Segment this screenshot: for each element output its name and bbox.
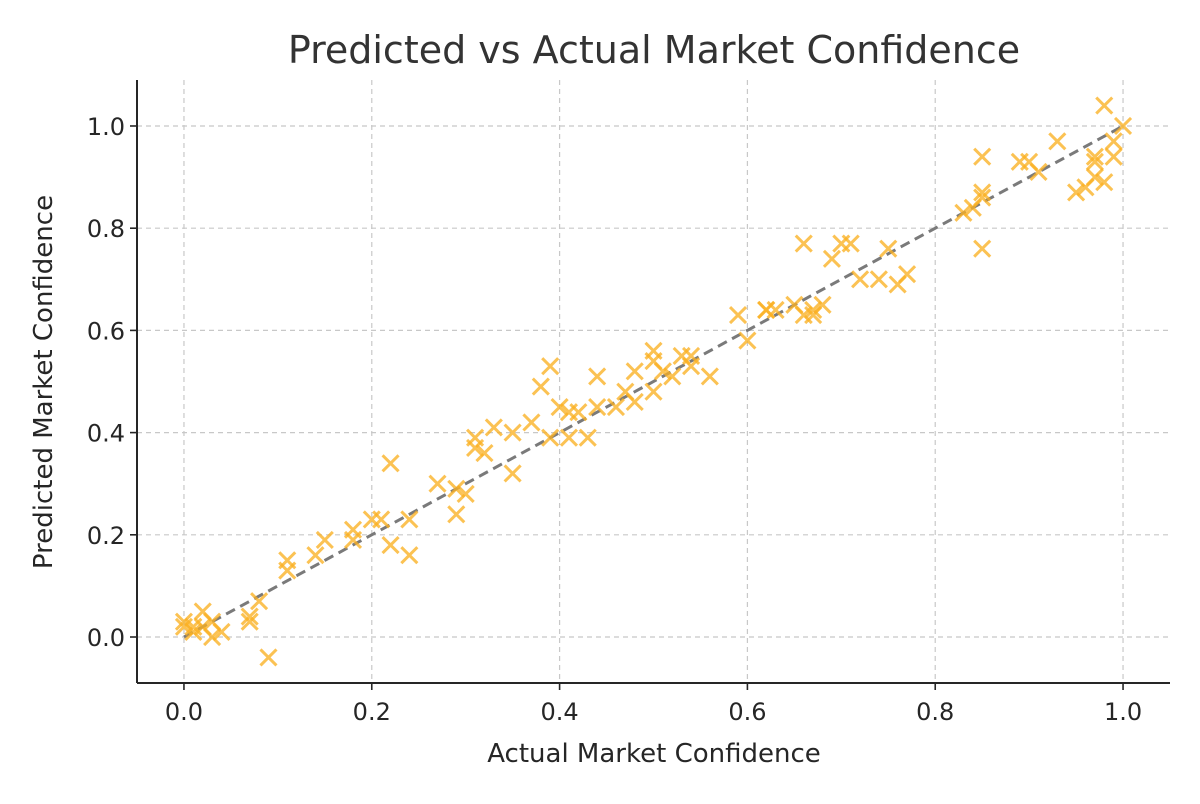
data-point-25: [428, 474, 447, 493]
data-point-39: [550, 397, 569, 417]
y-axis-label: Predicted Market Confidence: [29, 195, 59, 569]
x-tick-label-1: 0.2: [353, 698, 391, 726]
data-point-81: [973, 239, 992, 258]
data-point-70: [822, 249, 841, 268]
data-point-58: [700, 367, 719, 386]
data-point-90: [1085, 152, 1104, 171]
data-point-43: [578, 428, 597, 447]
data-point-75: [879, 239, 898, 258]
data-point-12: [259, 648, 278, 667]
data-point-52: [644, 382, 663, 401]
reference-line: [183, 124, 1124, 639]
data-point-31: [475, 443, 494, 463]
x-tick-label-2: 0.4: [541, 698, 579, 726]
data-point-68: [804, 300, 823, 320]
data-point-88: [1067, 183, 1086, 202]
data-point-87: [1048, 132, 1067, 151]
data-point-77: [897, 265, 917, 284]
data-point-15: [306, 546, 325, 565]
data-point-92: [1085, 168, 1104, 187]
data-point-36: [531, 377, 550, 396]
data-point-8: [212, 622, 231, 641]
data-point-45: [588, 367, 607, 386]
data-point-57: [682, 346, 701, 366]
data-point-53: [653, 362, 672, 381]
data-point-14: [278, 551, 297, 570]
data-point-95: [1104, 132, 1123, 151]
data-point-38: [541, 428, 560, 447]
y-tick-label-1: 0.2: [87, 522, 125, 550]
data-point-63: [766, 300, 785, 320]
data-point-51: [644, 341, 663, 360]
data-point-93: [1095, 173, 1114, 192]
data-point-24: [400, 546, 419, 565]
chart-title: Predicted vs Actual Market Confidence: [288, 28, 1020, 72]
data-point-35: [522, 413, 541, 432]
data-points: [174, 96, 1133, 667]
data-point-74: [869, 270, 888, 289]
data-point-54: [663, 367, 682, 386]
data-point-21: [381, 454, 400, 473]
y-tick-label-2: 0.4: [87, 420, 125, 448]
data-point-80: [973, 147, 992, 166]
data-point-16: [315, 530, 334, 549]
y-tick-label-3: 0.6: [87, 317, 125, 345]
data-point-42: [569, 403, 588, 422]
data-point-46: [606, 397, 625, 417]
data-point-41: [559, 428, 579, 447]
data-point-69: [813, 295, 832, 314]
data-point-96: [1104, 147, 1123, 166]
data-point-23: [400, 510, 419, 529]
data-point-60: [738, 331, 757, 350]
data-point-32: [484, 418, 503, 437]
data-point-94: [1095, 96, 1114, 115]
data-point-48: [625, 362, 644, 381]
data-point-18: [343, 530, 363, 549]
x-tick-label-3: 0.6: [728, 698, 766, 726]
grid: [137, 80, 1170, 683]
y-tick-label-0: 0.0: [87, 624, 125, 652]
data-point-82: [973, 188, 992, 207]
data-point-59: [728, 306, 748, 325]
data-point-34: [503, 423, 522, 442]
data-point-22: [381, 535, 400, 555]
y-tick-label-5: 1.0: [87, 113, 125, 141]
y-tick-label-4: 0.8: [87, 215, 125, 243]
data-point-6: [203, 627, 222, 647]
y-ticks: 0.0 0.2 0.4 0.6 0.8 1.0: [87, 113, 137, 652]
data-point-49: [625, 392, 644, 412]
data-point-91: [1085, 147, 1104, 166]
data-point-30: [466, 438, 485, 457]
data-point-72: [841, 234, 860, 253]
data-point-26: [447, 505, 466, 524]
x-tick-label-4: 0.8: [916, 698, 954, 726]
axes: [136, 80, 1170, 684]
data-point-83: [973, 183, 992, 202]
data-point-44: [588, 397, 607, 417]
data-point-27: [447, 479, 466, 498]
data-point-97: [1113, 116, 1133, 136]
x-axis-label: Actual Market Confidence: [487, 739, 821, 769]
x-ticks: 0.0 0.2 0.4 0.6 0.8 1.0: [165, 683, 1142, 726]
data-point-20: [372, 510, 391, 529]
data-point-3: [184, 622, 203, 641]
data-point-10: [240, 607, 259, 626]
x-tick-label-5: 1.0: [1104, 698, 1142, 726]
data-point-66: [794, 234, 813, 253]
data-point-28: [456, 484, 475, 503]
data-point-78: [954, 203, 973, 222]
data-point-33: [503, 464, 522, 483]
data-point-9: [240, 612, 259, 631]
data-point-37: [541, 357, 560, 376]
data-point-86: [1029, 162, 1048, 182]
data-point-11: [250, 592, 269, 611]
x-tick-label-0: 0.0: [165, 698, 203, 726]
data-point-73: [851, 270, 870, 289]
